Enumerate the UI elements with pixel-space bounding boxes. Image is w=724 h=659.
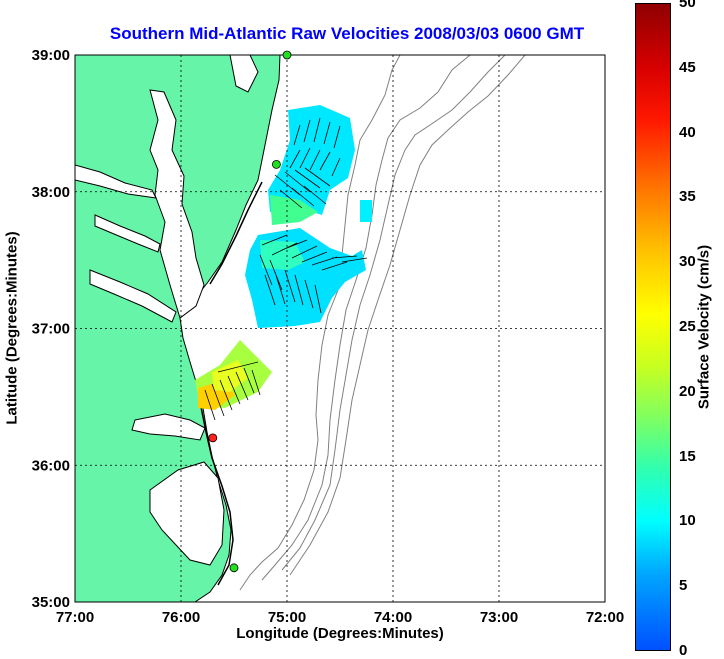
colorbar-tick-label: 20 [679,382,696,400]
velocity-arrows [204,117,368,421]
y-axis-ticks: 39:00 38:00 37:00 36:00 35:00 [32,47,70,611]
colorbar-tick-label: 10 [679,512,696,530]
green-station-marker [282,50,292,60]
y-tick-label: 38:00 [32,184,70,201]
y-tick-label: 39:00 [32,47,70,64]
colorbar-tick-label: 30 [679,253,696,271]
map-title: Southern Mid-Atlantic Raw Velocities 200… [109,24,585,43]
colorbar-tick-label: 5 [679,577,688,595]
bathymetry-contours [239,55,526,591]
y-tick-label: 35:00 [32,594,70,611]
outer-banks [199,401,234,586]
red-station-marker [208,433,218,443]
x-tick-label: 77:00 [56,609,94,626]
x-tick-label: 75:00 [268,609,306,626]
colorbar-tick-label: 40 [679,123,696,141]
colorbar-tick-label: 35 [679,188,696,206]
colorbar-label: Surface Velocity (cm/s) [695,244,713,410]
x-tick-label: 73:00 [480,609,518,626]
pamlico-sound [149,461,225,566]
x-axis-label: Longitude (Degrees:Minutes) [236,625,444,642]
potomac-river [75,164,157,199]
colorbar-tick-label: 50 [679,0,696,11]
x-axis-ticks: 77:00 76:00 75:00 74:00 73:00 72:00 [56,609,624,626]
york-james-river [89,269,177,323]
chesapeake-bay [149,89,205,319]
albemarle-sound [131,413,206,441]
colorbar-tick-label: 15 [679,447,696,465]
x-tick-label: 76:00 [162,609,200,626]
x-tick-label: 72:00 [586,609,624,626]
y-tick-label: 37:00 [32,321,70,338]
gridlines [75,55,605,602]
colorbar-tick-label: 0 [679,642,688,659]
colorbar-tick-label: 25 [679,318,696,335]
y-axis-label: Latitude (Degrees:Minutes) [3,231,21,425]
station-markers [208,50,292,573]
green-station-marker [229,563,239,573]
x-tick-label: 74:00 [374,609,412,626]
colorbar [635,3,671,651]
rappahannock-river [94,214,161,253]
delaware-bay [229,55,259,93]
colorbar-tick-label: 45 [679,58,696,76]
barrier-island [209,181,263,285]
y-tick-label: 36:00 [32,457,70,474]
green-station-marker [271,159,281,169]
